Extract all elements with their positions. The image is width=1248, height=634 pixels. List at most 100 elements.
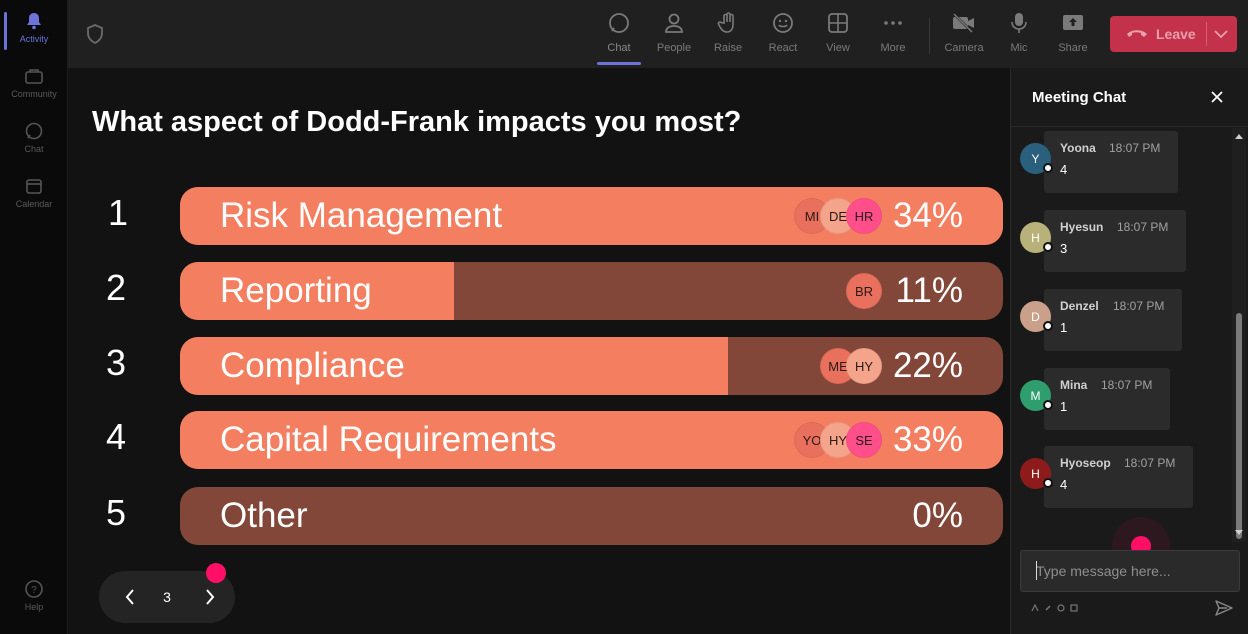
message-bubble[interactable]: Yoona 18:07 PM 4 xyxy=(1044,131,1178,193)
mic-icon xyxy=(1006,10,1032,36)
toolbar-more-button[interactable]: More xyxy=(869,10,917,54)
rail-item-label: Activity xyxy=(19,34,49,44)
voter-avatar: HR xyxy=(846,198,882,234)
rail-item-help[interactable]: ? Help xyxy=(0,578,68,612)
scrollbar-thumb[interactable] xyxy=(1236,313,1242,539)
poll-option-bar[interactable]: Reporting 11% BR xyxy=(180,262,1003,320)
shield-icon[interactable] xyxy=(86,24,104,49)
community-icon xyxy=(23,65,45,87)
toolbar-react-button[interactable]: React xyxy=(759,10,807,54)
poll-option-number: 5 xyxy=(106,492,127,533)
view-grid-icon xyxy=(825,10,851,36)
active-tab-indicator xyxy=(597,62,641,65)
message-timestamp: 18:07 PM xyxy=(1101,378,1153,392)
previous-page-button[interactable] xyxy=(119,585,141,609)
poll-option-percent: 33% xyxy=(892,420,963,459)
chat-header-divider xyxy=(1011,126,1248,127)
message-timestamp: 18:07 PM xyxy=(1124,456,1176,470)
presence-status-icon xyxy=(1043,242,1053,252)
gif-icon[interactable] xyxy=(1070,604,1078,612)
chevron-down-icon[interactable] xyxy=(1213,27,1229,44)
message-bubble[interactable]: Denzel 18:07 PM 1 xyxy=(1044,289,1182,351)
toolbar-view-button[interactable]: View xyxy=(814,10,862,54)
rail-item-label: Help xyxy=(24,602,44,612)
message-author: Hyoseop xyxy=(1060,456,1111,470)
message-text: 4 xyxy=(1060,162,1068,177)
message-timestamp: 18:07 PM xyxy=(1109,141,1161,155)
leave-button[interactable]: Leave xyxy=(1110,16,1237,52)
meeting-chat-panel: Meeting Chat Yoona 18:07 PM 4 Y Hyesun 18:07 … xyxy=(1010,68,1248,634)
format-icon[interactable] xyxy=(1031,604,1039,612)
leave-divider xyxy=(1206,22,1207,46)
rail-item-label: Calendar xyxy=(15,199,53,209)
camera-off-icon xyxy=(951,10,977,36)
voter-avatars: YO HY SE xyxy=(794,422,882,458)
poll-option-label: Compliance xyxy=(220,346,405,385)
presence-status-icon xyxy=(1043,400,1053,410)
poll-stage: What aspect of Dodd-Frank impacts you mo… xyxy=(68,68,1010,634)
toolbar-chat-label: Chat xyxy=(607,42,631,54)
page-number: 3 xyxy=(163,589,171,605)
voter-avatar: SE xyxy=(846,422,882,458)
voter-avatars: ME HY xyxy=(820,348,882,384)
raise-hand-icon xyxy=(715,10,741,36)
message-bubble[interactable]: Hyesun 18:07 PM 3 xyxy=(1044,210,1186,272)
next-page-button[interactable] xyxy=(199,585,221,609)
toolbar-people-button[interactable]: People xyxy=(650,10,698,54)
poll-option-bar[interactable]: Other 0% xyxy=(180,487,1003,545)
toolbar-share-button[interactable]: Share xyxy=(1049,10,1097,54)
emoji-icon[interactable] xyxy=(1057,604,1065,612)
chat-message-input[interactable] xyxy=(1020,550,1240,592)
poll-option-bar[interactable]: Compliance 22% ME HY xyxy=(180,337,1003,395)
poll-option-percent: 34% xyxy=(892,196,963,235)
voter-avatars: MI DE HR xyxy=(794,198,882,234)
message-author: Mina xyxy=(1060,378,1088,392)
leave-label: Leave xyxy=(1156,26,1196,42)
message-bubble[interactable]: Hyoseop 18:07 PM 4 xyxy=(1044,446,1193,508)
svg-text:?: ? xyxy=(31,585,37,596)
message-author: Hyesun xyxy=(1060,220,1104,234)
rail-item-activity[interactable]: Activity xyxy=(0,10,68,50)
chat-scrollbar[interactable] xyxy=(1232,128,1246,542)
toolbar-view-label: View xyxy=(826,42,850,54)
close-icon[interactable] xyxy=(1208,88,1226,106)
send-icon[interactable] xyxy=(1214,599,1234,617)
toolbar-raise-label: Raise xyxy=(713,42,743,54)
message-text: 1 xyxy=(1060,320,1068,335)
poll-option-label: Other xyxy=(220,496,308,535)
rail-item-calendar[interactable]: Calendar xyxy=(0,175,68,209)
toolbar-chat-button[interactable]: Chat xyxy=(595,10,643,54)
poll-option-fill xyxy=(180,262,455,320)
help-icon: ? xyxy=(23,578,45,600)
bell-icon xyxy=(23,10,45,32)
scroll-up-arrow-icon[interactable] xyxy=(1234,131,1244,141)
poll-option-percent: 11% xyxy=(895,271,963,310)
rail-item-chat[interactable]: Chat xyxy=(0,120,68,154)
chat-icon xyxy=(23,120,45,142)
toolbar-raise-button[interactable]: Raise xyxy=(704,10,752,54)
text-caret xyxy=(1036,561,1037,580)
toolbar-camera-button[interactable]: Camera xyxy=(940,10,988,54)
scroll-down-arrow-icon[interactable] xyxy=(1234,528,1244,538)
voter-avatar: BR xyxy=(846,273,882,309)
toolbar-divider xyxy=(929,18,930,54)
message-timestamp: 18:07 PM xyxy=(1117,220,1169,234)
toolbar-people-label: People xyxy=(656,42,692,54)
rail-item-label: Chat xyxy=(24,144,44,154)
poll-option-percent: 0% xyxy=(912,496,963,535)
message-text: 3 xyxy=(1060,241,1068,256)
rail-item-community[interactable]: Community xyxy=(0,65,68,99)
message-bubble[interactable]: Mina 18:07 PM 1 xyxy=(1044,368,1170,430)
more-dots-icon xyxy=(880,10,906,36)
chat-bubble-icon xyxy=(606,10,632,36)
poll-option-bar[interactable]: Risk Management 34% MI DE HR xyxy=(180,187,1003,245)
toolbar-mic-button[interactable]: Mic xyxy=(995,10,1043,54)
rail-item-label: Community xyxy=(11,89,57,99)
message-text: 1 xyxy=(1060,399,1068,414)
react-smiley-icon xyxy=(770,10,796,36)
toolbar-mic-label: Mic xyxy=(1010,42,1028,54)
presence-status-icon xyxy=(1043,321,1053,331)
chevron-left-icon xyxy=(125,589,134,605)
attach-icon[interactable] xyxy=(1044,604,1052,612)
poll-option-bar[interactable]: Capital Requirements 33% YO HY SE xyxy=(180,411,1003,469)
